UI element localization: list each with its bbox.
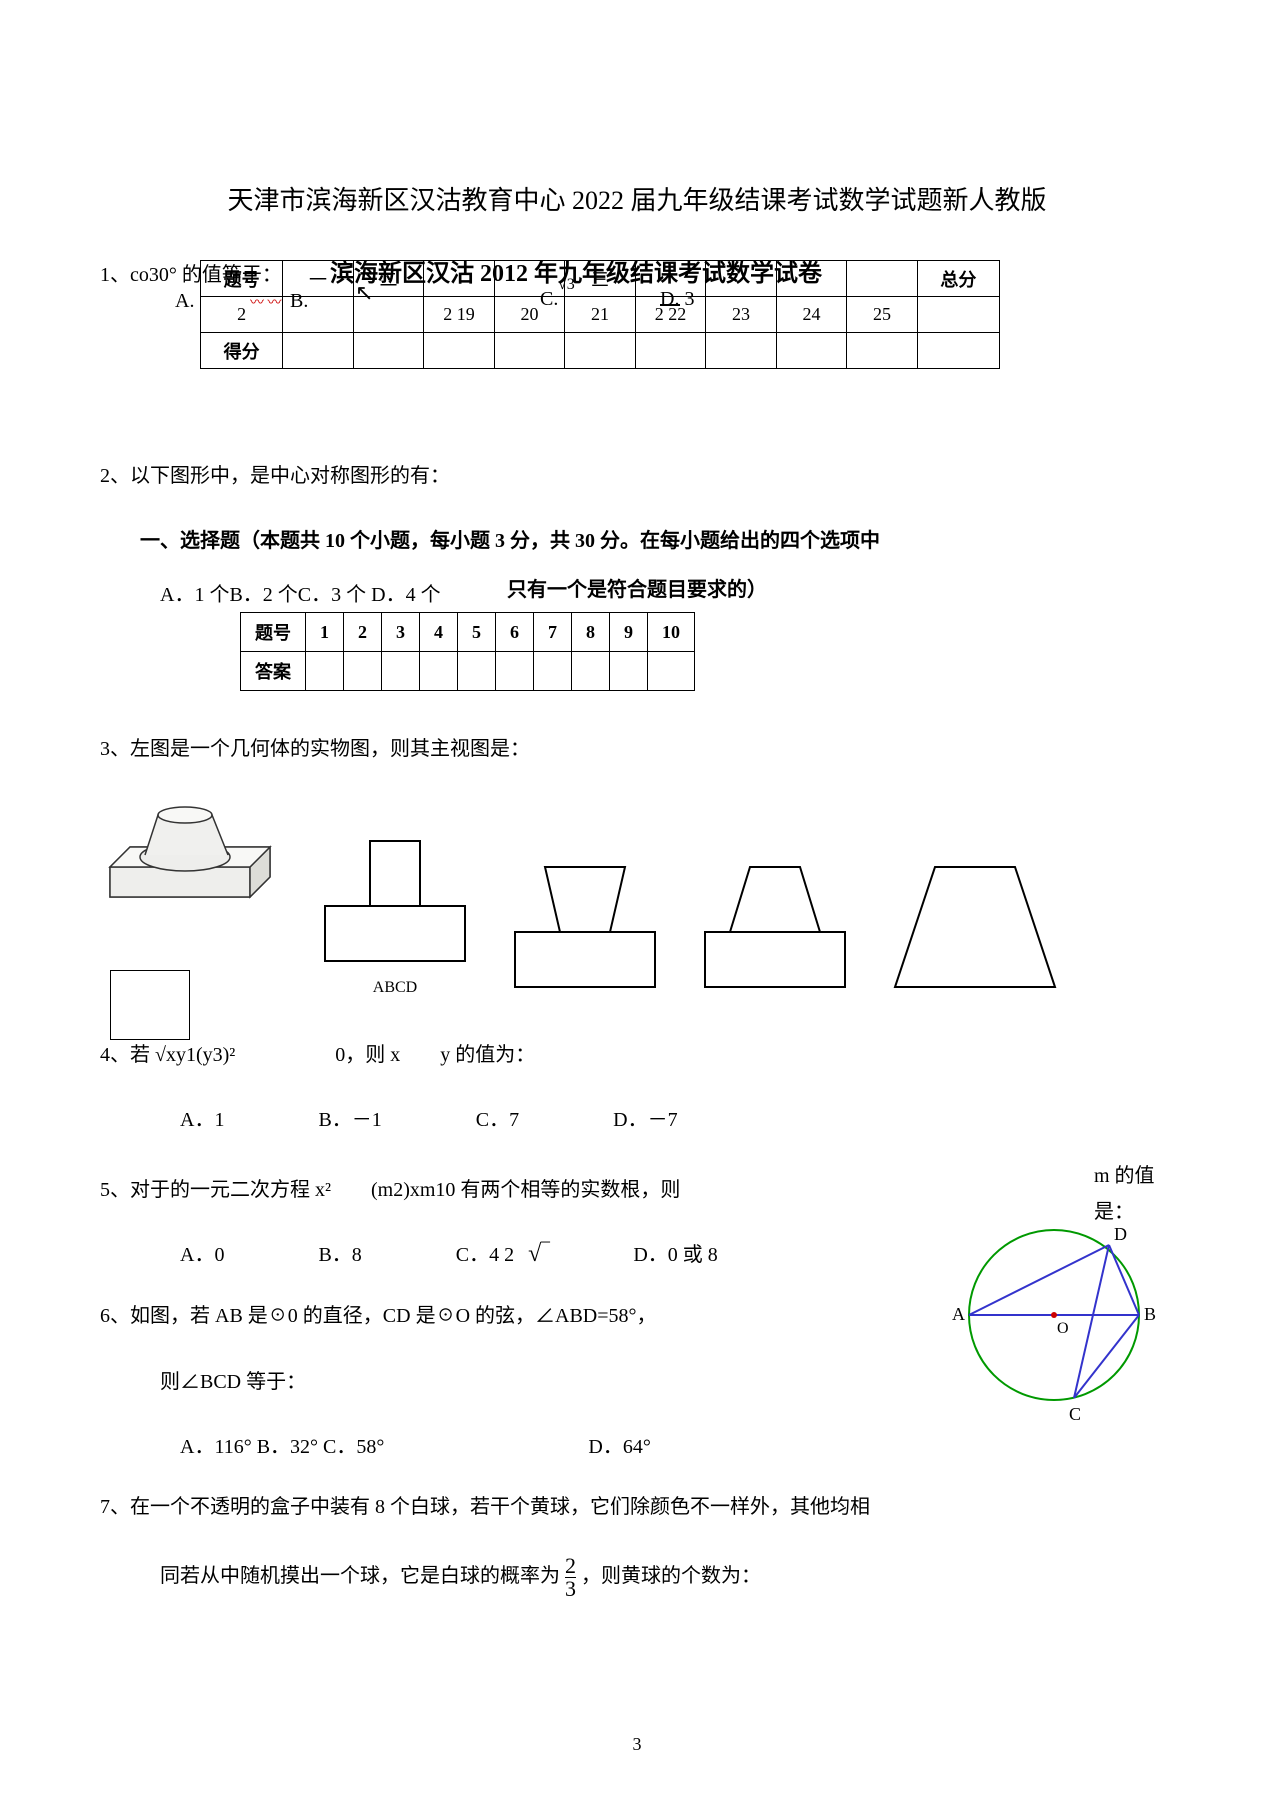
section-instr-1: 一、选择题（本题共 10 个小题，每小题 3 分，共 30 分。在每小题给出的四…	[140, 524, 1174, 553]
q5-d: D．0 或 8	[633, 1238, 717, 1267]
q3: 3、左图是一个几何体的实物图，则其主视图是：	[100, 731, 1174, 767]
t2-h9: 9	[610, 613, 648, 652]
wavy-icon: 〰 〰	[250, 292, 282, 312]
q5-a: A．0	[180, 1238, 224, 1267]
page-number: 3	[633, 1734, 642, 1755]
label-a: A	[952, 1304, 965, 1324]
q1-opt-b: B.	[290, 290, 308, 313]
q5-text2: (m2)xm10 有两个相等的实数根，则	[371, 1179, 680, 1201]
q4: 4、若 √xy1(y3)² 0，则 x y 的值为：	[100, 1037, 1174, 1073]
q2-opts: A．1 个B．2 个C．3 个 D．4 个	[160, 578, 441, 607]
t1-r1c6: 三	[565, 261, 636, 297]
t2-h6: 6	[496, 613, 534, 652]
iso-svg	[100, 797, 280, 967]
t1-r2c8: 23	[706, 297, 777, 333]
q2: 2、以下图形中，是中心对称图形的有：	[100, 458, 1174, 494]
q4-a: A．1	[180, 1103, 224, 1132]
q4-text2: 0，则 x y 的值为：	[335, 1044, 535, 1066]
label-d: D	[1114, 1224, 1127, 1244]
answer-table-wrap: 题号 1 2 3 4 5 6 7 8 9 10 答案	[240, 612, 940, 691]
q4-d: D．－7	[613, 1103, 677, 1132]
iso-solid	[100, 797, 280, 997]
q4-c: C．7	[476, 1103, 519, 1132]
t2-h10: 10	[648, 613, 695, 652]
q2-text: 2、以下图形中，是中心对称图形的有：	[100, 465, 450, 487]
front-view-d	[890, 862, 1060, 992]
q4-b: B．－1	[318, 1103, 381, 1132]
shapes-row: ABCD	[100, 797, 1174, 997]
t2-r0: 答案	[241, 652, 306, 691]
t2-h5: 5	[458, 613, 496, 652]
t2-h3: 3	[382, 613, 420, 652]
front-view-c	[700, 862, 850, 992]
t1-r2c6: 21	[565, 297, 636, 333]
front-view-b	[510, 862, 660, 992]
shape-b	[510, 862, 660, 997]
shape-a: ABCD	[320, 836, 470, 997]
t1-r2c9: 24	[776, 297, 847, 333]
q6-d: D．64°	[588, 1430, 650, 1459]
front-view-a	[320, 836, 470, 966]
cursor-icon: ↖	[355, 280, 373, 306]
label-o: O	[1057, 1320, 1069, 1337]
answer-table: 题号 1 2 3 4 5 6 7 8 9 10 答案	[240, 612, 695, 691]
label-b: B	[1144, 1304, 1156, 1324]
t2-h8: 8	[572, 613, 610, 652]
q5-text: 5、对于的一元二次方程 x²	[100, 1179, 331, 1201]
q7-line2: 同若从中随机摸出一个球，它是白球的概率为 2 3 ，则黄球的个数为：	[160, 1555, 1174, 1600]
q6-text: 6、如图，若 AB 是☉0 的直径，CD 是☉O 的弦，∠ABD=58°，	[100, 1305, 657, 1327]
doc-title: 天津市滨海新区汉沽教育中心 2022 届九年级结课考试数学试题新人教版	[100, 180, 1174, 217]
t2-h0: 题号	[241, 613, 306, 652]
t2-h2: 2	[344, 613, 382, 652]
q6-a: A．116° B．32° C．58°	[180, 1430, 384, 1459]
circle-diagram: A B C D O	[944, 1220, 1164, 1430]
sqrt-icon: √‾	[528, 1241, 549, 1268]
q1-opt-a: A.	[175, 290, 194, 313]
q7: 7、在一个不透明的盒子中装有 8 个白球，若干个黄球，它们除颜色不一样外，其他均…	[100, 1489, 1174, 1525]
t1-r3c1: 得分	[201, 333, 283, 369]
q1-opt-c: C.	[540, 288, 558, 311]
q7-text: 7、在一个不透明的盒子中装有 8 个白球，若干个黄球，它们除颜色不一样外，其他均…	[100, 1496, 870, 1518]
score-table: 题号 一 二 三 总分 2 2 19 20 21 2 22 23 24 25	[200, 260, 1000, 369]
q5-b: B．8	[318, 1238, 361, 1267]
q7-frac-num: 2	[565, 1555, 576, 1578]
t2-h1: 1	[306, 613, 344, 652]
shape-c	[700, 862, 850, 997]
t2-h7: 7	[534, 613, 572, 652]
t2-h4: 4	[420, 613, 458, 652]
q4-text: 4、若 √xy1(y3)²	[100, 1044, 235, 1066]
q7-frac-den: 3	[565, 1578, 576, 1600]
t1-r2c4: 2 19	[424, 297, 495, 333]
abcd-label: ABCD	[320, 979, 470, 997]
small-rect	[110, 970, 190, 1040]
q5-c: C．4 2	[456, 1238, 514, 1267]
strike-d	[660, 288, 700, 317]
score-table-wrap: 题号 一 二 三 总分 2 2 19 20 21 2 22 23 24 25	[200, 260, 1000, 369]
shape-d	[890, 862, 1060, 997]
label-c: C	[1069, 1404, 1081, 1424]
t1-r2c10: 25	[847, 297, 918, 333]
t1-r1c11: 总分	[917, 261, 999, 297]
q7-text2: 同若从中随机摸出一个球，它是白球的概率为	[160, 1565, 560, 1587]
q5: 5、对于的一元二次方程 x² (m2)xm10 有两个相等的实数根，则 m 的值…	[100, 1172, 1174, 1208]
q1-frac-top: √3	[558, 276, 575, 294]
q7-text3: ，则黄球的个数为：	[581, 1565, 761, 1587]
